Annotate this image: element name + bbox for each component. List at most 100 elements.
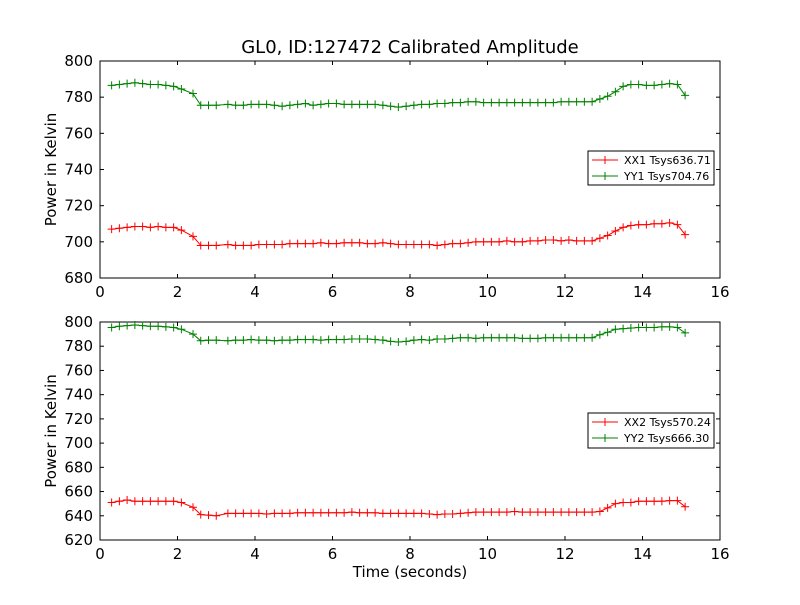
data-point-yy2: [123, 321, 132, 330]
data-point-yy2: [371, 335, 380, 344]
data-point-yy2: [177, 325, 186, 334]
data-point-xx1: [479, 237, 488, 246]
top-x-tick-label: 6: [328, 283, 338, 301]
bottom-y-tick-label: 760: [64, 361, 93, 379]
top-x-tick-label: 14: [633, 283, 652, 301]
data-point-xx2: [549, 508, 558, 517]
data-point-xx1: [231, 241, 240, 250]
data-point-yy2: [417, 335, 426, 344]
data-point-yy1: [239, 101, 248, 110]
bottom-y-tick-label: 700: [64, 434, 93, 452]
data-point-xx2: [487, 508, 496, 517]
data-point-yy2: [479, 333, 488, 342]
data-point-xx2: [247, 509, 256, 518]
data-point-yy1: [223, 100, 232, 109]
data-point-xx2: [169, 497, 178, 506]
data-point-yy2: [603, 328, 612, 337]
data-point-yy1: [115, 80, 124, 89]
data-point-xx2: [464, 508, 473, 517]
data-point-yy1: [138, 79, 147, 88]
data-point-yy1: [309, 101, 318, 110]
data-point-yy2: [386, 337, 395, 346]
data-point-yy2: [626, 324, 635, 333]
data-point-xx2: [347, 508, 356, 517]
data-point-xx2: [572, 508, 581, 517]
data-point-yy2: [316, 336, 325, 345]
data-point-yy1: [487, 98, 496, 107]
data-point-xx1: [541, 236, 550, 245]
data-point-yy1: [285, 101, 294, 110]
data-point-xx1: [316, 238, 325, 247]
data-point-xx2: [634, 497, 643, 506]
data-point-yy2: [239, 336, 248, 345]
data-point-xx2: [479, 508, 488, 517]
top-y-axis-label: Power in Kelvin: [42, 113, 60, 227]
bottom-legend-box: [587, 412, 715, 449]
top-legend-label-yy1: YY1 Tsys704.76: [623, 170, 709, 183]
data-point-yy1: [293, 100, 302, 109]
bottom-x-tick-label: 12: [555, 545, 574, 563]
top-y-tick-label: 740: [64, 161, 93, 179]
data-point-yy1: [464, 97, 473, 106]
data-point-yy2: [557, 333, 566, 342]
bottom-y-tick-label: 660: [64, 483, 93, 501]
data-point-yy1: [681, 91, 690, 100]
data-point-xx2: [456, 509, 465, 518]
data-point-xx2: [161, 497, 170, 506]
top-y-tick-label: 780: [64, 88, 93, 106]
data-point-yy2: [378, 336, 387, 345]
data-point-xx1: [285, 239, 294, 248]
bottom-legend: XX2 Tsys570.24 YY2 Tsys666.30: [587, 412, 715, 449]
data-point-yy2: [572, 333, 581, 342]
data-point-xx2: [642, 497, 651, 506]
data-point-yy2: [409, 336, 418, 345]
data-point-yy1: [417, 100, 426, 109]
top-legend-box: [587, 150, 715, 186]
data-point-xx1: [293, 239, 302, 248]
data-point-yy2: [425, 336, 434, 345]
data-point-xx2: [502, 508, 511, 517]
data-point-yy1: [564, 97, 573, 106]
data-point-xx2: [231, 509, 240, 518]
data-point-xx1: [270, 240, 279, 249]
data-point-yy2: [324, 335, 333, 344]
data-point-yy1: [533, 98, 542, 107]
data-point-xx2: [363, 508, 372, 517]
data-point-xx1: [487, 237, 496, 246]
data-point-yy1: [580, 97, 589, 106]
data-point-yy1: [673, 80, 682, 89]
data-point-xx1: [212, 241, 221, 250]
data-point-yy2: [161, 322, 170, 331]
data-point-yy1: [371, 100, 380, 109]
bottom-y-tick-label: 680: [64, 458, 93, 476]
data-point-yy2: [278, 336, 287, 345]
data-point-yy1: [363, 100, 372, 109]
data-point-xx2: [386, 509, 395, 518]
data-point-xx1: [309, 239, 318, 248]
data-point-xx2: [278, 509, 287, 518]
data-point-yy1: [324, 99, 333, 108]
data-point-yy1: [123, 79, 132, 88]
data-point-yy2: [340, 335, 349, 344]
data-point-yy1: [394, 103, 403, 112]
data-point-xx1: [564, 236, 573, 245]
data-point-yy1: [146, 80, 155, 89]
data-point-yy2: [189, 330, 197, 339]
data-point-xx2: [196, 510, 205, 519]
data-point-xx2: [107, 498, 116, 507]
data-point-xx1: [254, 240, 263, 249]
data-point-xx1: [611, 226, 620, 235]
data-point-yy2: [115, 322, 124, 331]
bottom-x-tick-label: 10: [478, 545, 497, 563]
data-point-xx2: [681, 502, 690, 511]
data-point-xx1: [107, 225, 116, 234]
data-point-yy2: [495, 333, 504, 342]
bottom-x-tick-label: 0: [95, 545, 105, 563]
data-point-xx2: [378, 509, 387, 518]
data-point-yy2: [301, 335, 310, 344]
data-point-xx1: [262, 240, 271, 249]
bottom-y-axis-label: Power in Kelvin: [42, 374, 60, 488]
data-point-xx2: [123, 496, 132, 505]
data-point-xx2: [619, 498, 628, 507]
data-point-xx2: [262, 509, 271, 518]
